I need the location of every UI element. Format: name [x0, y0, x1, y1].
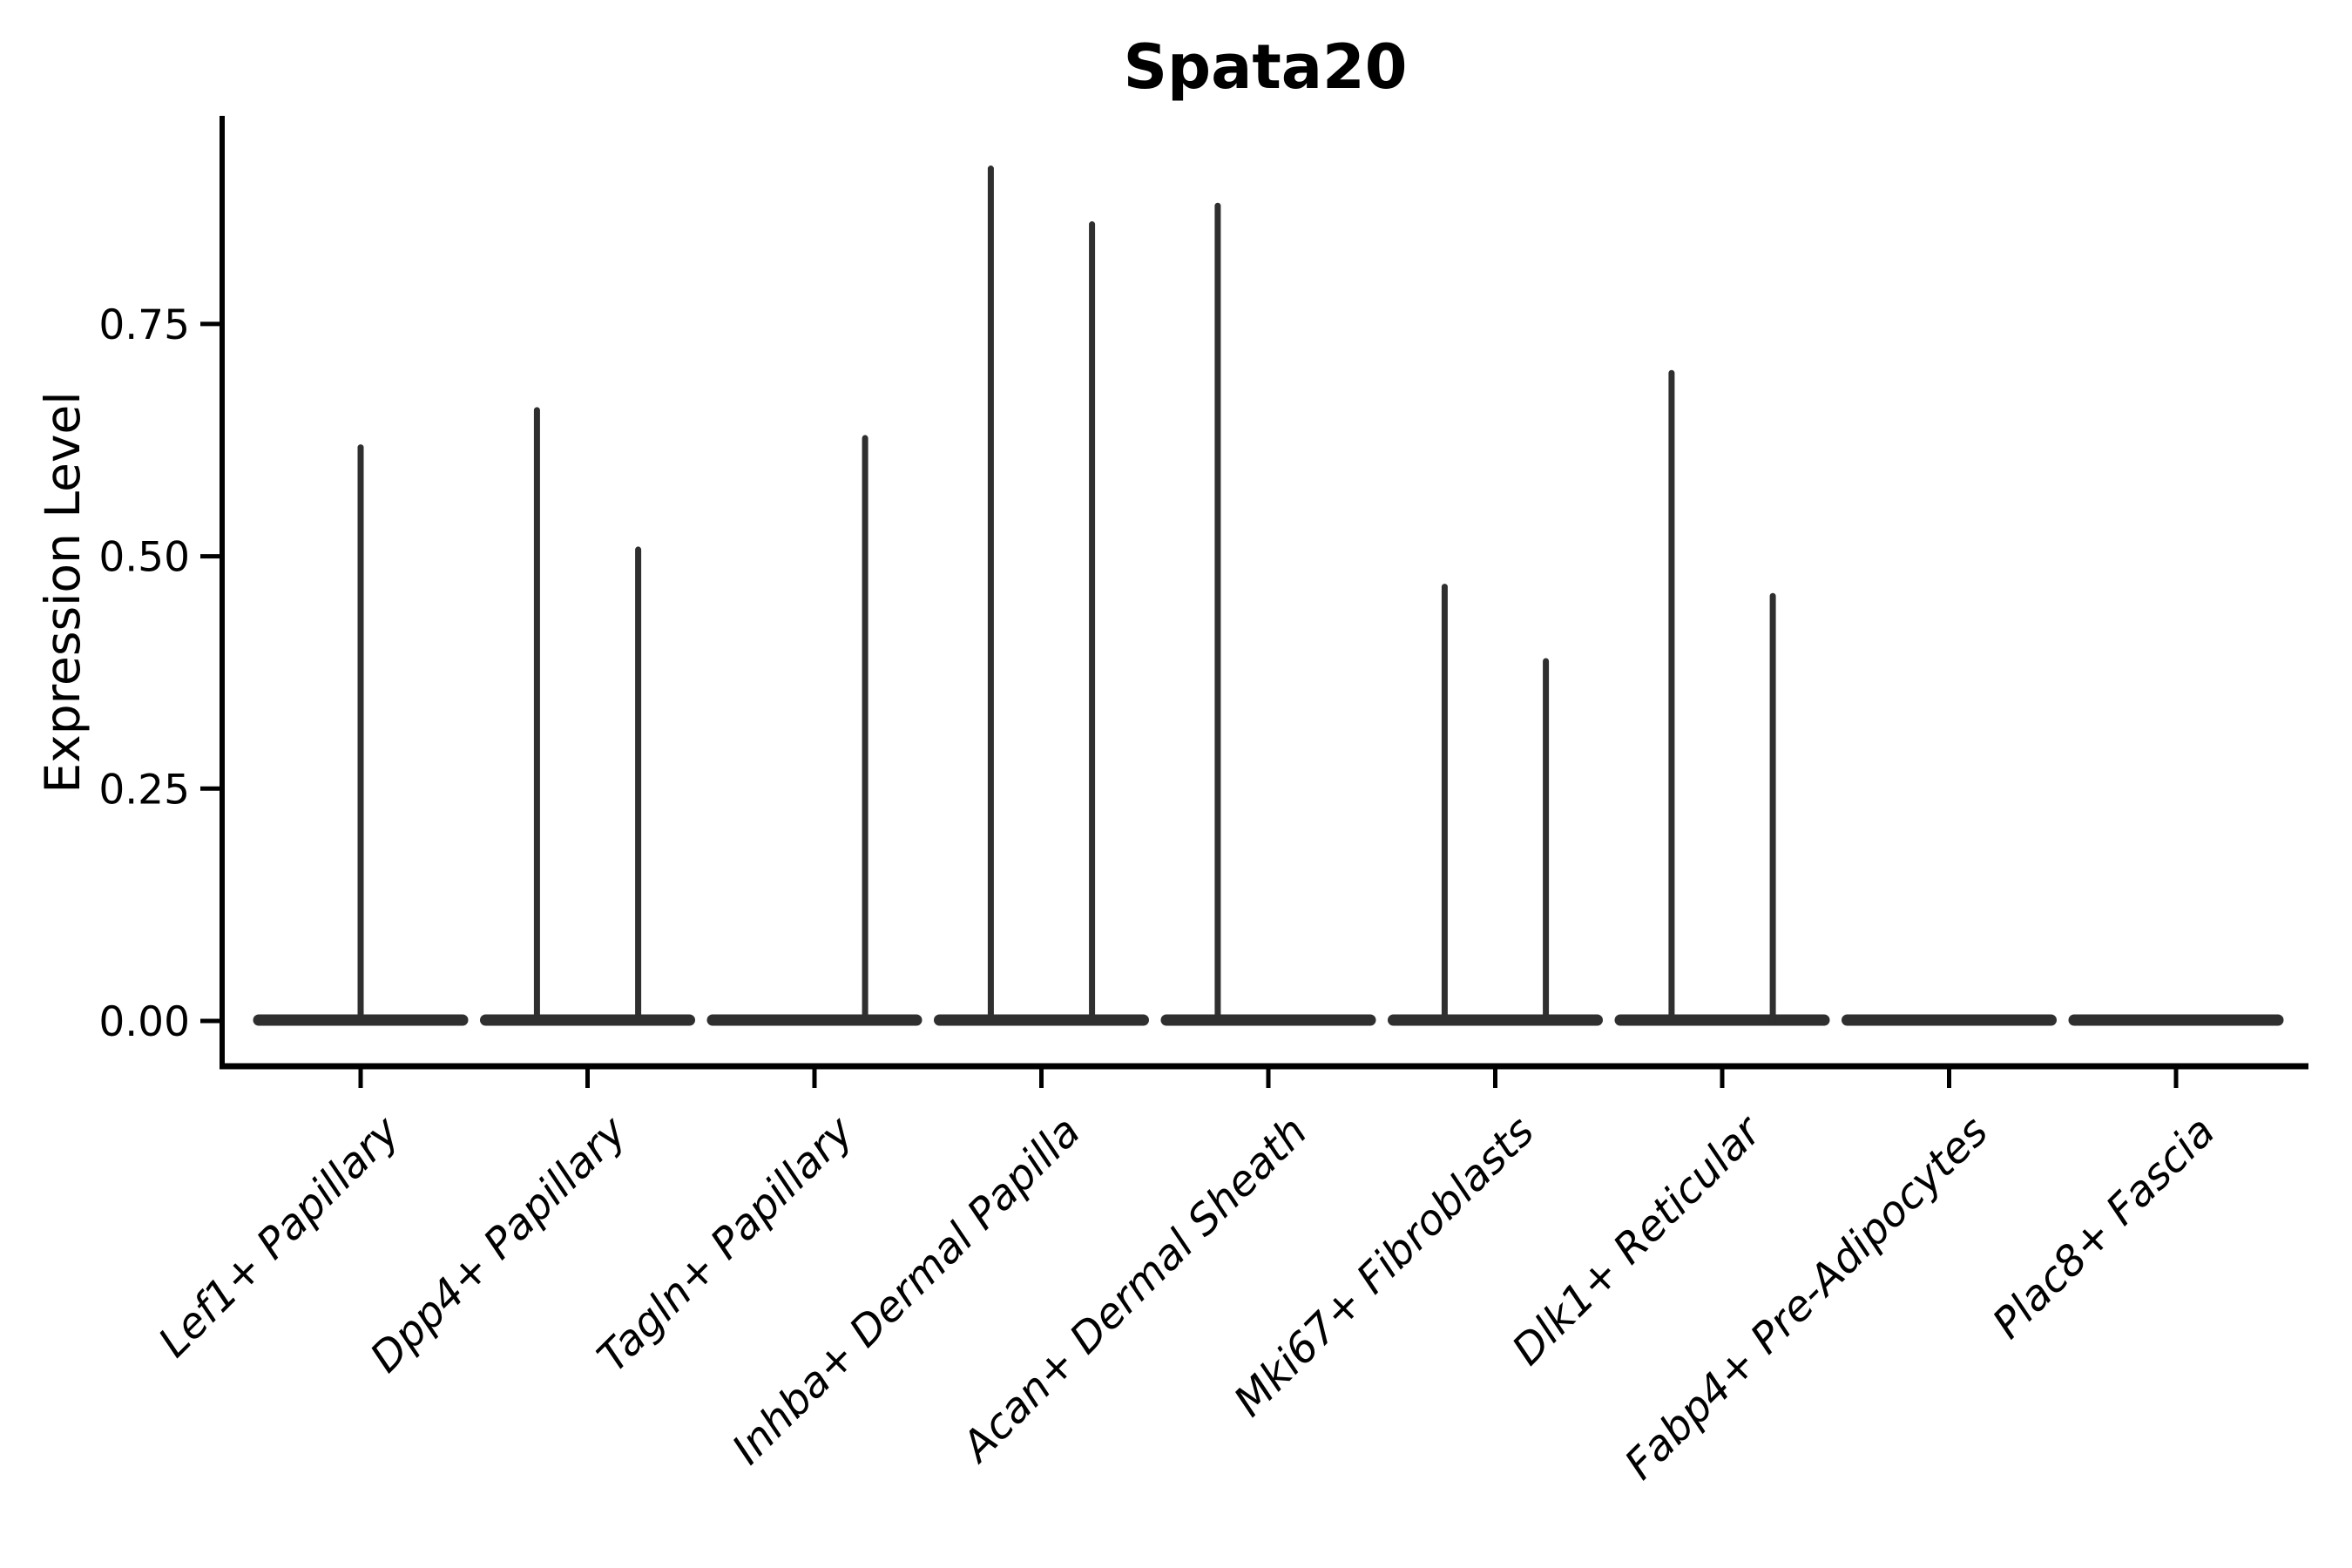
x-tick-label: Dlk1+ Reticular	[1503, 1105, 1773, 1375]
violin	[253, 444, 469, 1026]
y-tick-label: 0.75	[98, 301, 190, 349]
violin	[706, 435, 923, 1026]
x-tick-label: Lef1+ Papillary	[149, 1106, 409, 1367]
y-tick-label: 0.25	[98, 766, 190, 814]
violin	[934, 166, 1149, 1026]
violin	[1160, 202, 1376, 1026]
x-tick-label: Plac8+ Fascia	[1984, 1107, 2225, 1348]
y-tick-label: 0.50	[98, 534, 190, 582]
x-tick-label: Fabp4+ Pre-Adipocytes	[1615, 1107, 1997, 1490]
y-tick-label: 0.00	[98, 998, 190, 1046]
violin	[1388, 584, 1603, 1026]
violin	[480, 407, 695, 1026]
plot-title: Spata20	[1123, 31, 1408, 103]
y-axis-label: Expression Level	[35, 391, 91, 794]
violin	[1614, 369, 1830, 1026]
